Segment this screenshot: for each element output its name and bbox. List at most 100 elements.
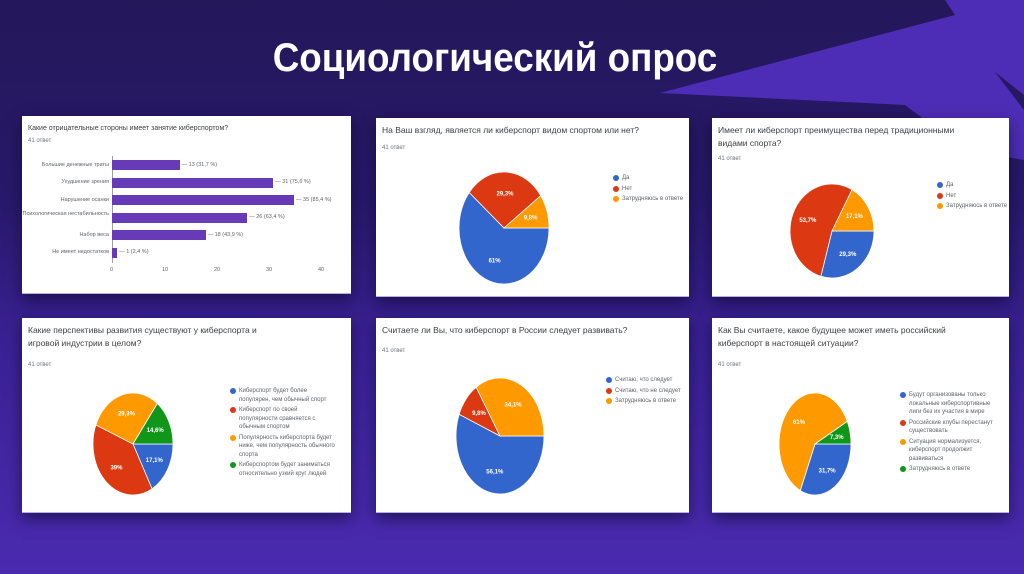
legend-item: Ситуация нормализуется, киберспорт продо… <box>900 438 995 464</box>
pie-slice <box>132 402 174 445</box>
pie-slice-label: 34,1% <box>505 402 523 408</box>
legend-color-dot-icon <box>606 387 612 394</box>
chart-card-develop-russia: Считаете ли Вы, что киберспорт в России … <box>376 318 689 513</box>
bar-value-label: — 26 (63,4 %) <box>249 214 285 220</box>
legend-color-dot-icon <box>606 377 612 383</box>
pie-slice-label: 29,3% <box>118 412 136 418</box>
chart-legend: Киберспорт будет более популярен, чем об… <box>230 387 335 480</box>
chart-card-negative-sides: Какие отрицательные стороны имеет заняти… <box>22 116 351 294</box>
slide-title: Социологический опрос <box>272 36 718 80</box>
pie-slice-label: 9,8% <box>524 215 538 221</box>
response-count: 41 ответ <box>718 362 742 368</box>
legend-color-dot-icon <box>937 203 943 209</box>
response-count: 41 ответ <box>28 138 52 144</box>
question-title: На Ваш взгляд, является ли киберспорт ви… <box>382 125 639 135</box>
legend-item: Нет <box>937 192 1009 201</box>
legend-item: Считаю, что следует <box>606 376 688 385</box>
pie-slice <box>95 392 158 445</box>
legend-color-dot-icon <box>900 466 906 472</box>
legend-label: Киберспорт по своей популярности сравняе… <box>239 407 316 430</box>
chart-legend: Считаю, что следует Считаю, что не следуе… <box>606 376 688 408</box>
legend-label: Ситуация нормализуется, киберспорт продо… <box>909 438 982 462</box>
pie-slice-label: 14,6% <box>147 428 165 434</box>
pie-slice <box>92 424 153 496</box>
chart-card-advantages: Имеет ли киберспорт преимущества перед т… <box>712 118 1009 297</box>
legend-label: Затрудняюсь в ответе <box>909 466 971 472</box>
pie-slice <box>820 230 875 279</box>
legend-item: Российские клубы перестанут существовать <box>900 419 995 436</box>
legend-color-dot-icon <box>606 398 612 404</box>
legend-label: Считаю, что следует <box>615 377 673 383</box>
legend-item: Киберспорт будет более популярен, чем об… <box>230 387 335 404</box>
legend-item: Будут организованы только локальные кибе… <box>900 391 995 417</box>
legend-item: Считаю, что не следует <box>606 387 688 396</box>
legend-item: Да <box>937 181 1009 190</box>
legend-label: Да <box>622 175 630 181</box>
x-tick-label: 0 <box>110 267 114 273</box>
legend-label: Будут организованы только локальные кибе… <box>909 392 991 415</box>
legend-color-dot-icon <box>613 196 619 202</box>
pie-slice-label: 39% <box>110 466 123 472</box>
legend-label: Популярность киберспорта будет ниже, чем… <box>239 434 335 458</box>
legend-item: Затрудняюсь в ответе <box>613 195 688 204</box>
response-count: 41 ответ <box>28 362 52 368</box>
pie-slice-label: 53,7% <box>799 218 817 224</box>
legend-item: Нет <box>613 185 688 194</box>
bar <box>112 195 294 205</box>
x-tick-label: 20 <box>214 267 221 273</box>
chart-card-prospects: Какие перспективы развития существуют у … <box>22 318 351 513</box>
bar-value-label: — 35 (85,4 %) <box>296 196 332 203</box>
pie-slice <box>468 171 542 229</box>
legend-label: Считаю, что не следует <box>615 387 681 394</box>
legend-label: Да <box>946 182 954 188</box>
pie-slice <box>455 413 545 495</box>
chart-card-future: Как Вы считаете, какое будущее может име… <box>712 318 1009 513</box>
chart-legend: Да Нет Затрудняюсь в ответе <box>613 174 688 206</box>
pie-slice-label: 29,3% <box>496 191 514 197</box>
pie-slice <box>502 195 550 229</box>
bar-category-label: Ухудшение зрения <box>61 179 109 185</box>
legend-item: Затрудняюсь в ответе <box>937 202 1009 211</box>
legend-color-dot-icon <box>900 438 906 445</box>
legend-color-dot-icon <box>937 182 943 188</box>
legend-item: Затрудняюсь в ответе <box>900 465 995 474</box>
bar <box>112 230 206 240</box>
pie-slice-label: 9,8% <box>472 411 486 417</box>
legend-color-dot-icon <box>230 462 236 468</box>
legend-color-dot-icon <box>613 175 619 181</box>
bar-category-label: Психологическая нестабильность <box>22 210 109 217</box>
bar-value-label: — 31 (75,6 %) <box>275 179 311 185</box>
pie-chart: 29,3% 53,7% 17,1% <box>789 183 875 279</box>
chart-legend: Да Нет Затрудняюсь в ответе <box>937 181 1009 213</box>
response-count: 41 ответ <box>382 348 406 354</box>
x-tick-label: 10 <box>162 267 169 273</box>
bar <box>112 247 118 258</box>
legend-item: Киберспорт по своей популярности сравняе… <box>230 406 335 432</box>
x-tick-label: 40 <box>318 267 325 273</box>
response-count: 41 ответ <box>718 156 742 162</box>
pie-slice-label: 7,3% <box>830 435 844 441</box>
legend-label: Киберспортом будет заниматься относитель… <box>239 462 330 477</box>
pie-slice <box>475 377 545 437</box>
bar-category-label: Набор веса <box>79 231 109 238</box>
legend-label: Затрудняюсь в ответе <box>615 398 677 404</box>
question-title: Имеет ли киберспорт преимущества перед т… <box>718 125 955 148</box>
pie-slice <box>831 189 875 232</box>
bar-value-label: — 1 (2,4 %) <box>119 249 149 255</box>
pie-slice-label: 61% <box>489 259 502 265</box>
pie-slice-label: 56,1% <box>486 469 504 475</box>
bar-value-label: — 18 (43,9 %) <box>207 231 244 238</box>
pie-slice-label: 17,1% <box>846 214 864 220</box>
question-title: Как Вы считаете, какое будущее может име… <box>718 325 946 348</box>
pie-slice <box>813 420 852 445</box>
bar-category-label: Не имеет недостатков <box>52 249 109 255</box>
legend-label: Нет <box>622 185 633 192</box>
legend-color-dot-icon <box>230 434 236 441</box>
legend-color-dot-icon <box>613 185 619 192</box>
legend-item: Киберспортом будет заниматься относитель… <box>230 461 335 478</box>
pie-slice-label: 17,1% <box>146 458 164 464</box>
bar-chart: Большие денежные траты — 13 (31,7 %) Ухудш… <box>22 116 351 293</box>
question-title: Считаете ли Вы, что киберспорт в России … <box>382 325 628 335</box>
pie-slice <box>789 183 853 277</box>
legend-label: Российские клубы перестанут существовать <box>909 419 993 435</box>
